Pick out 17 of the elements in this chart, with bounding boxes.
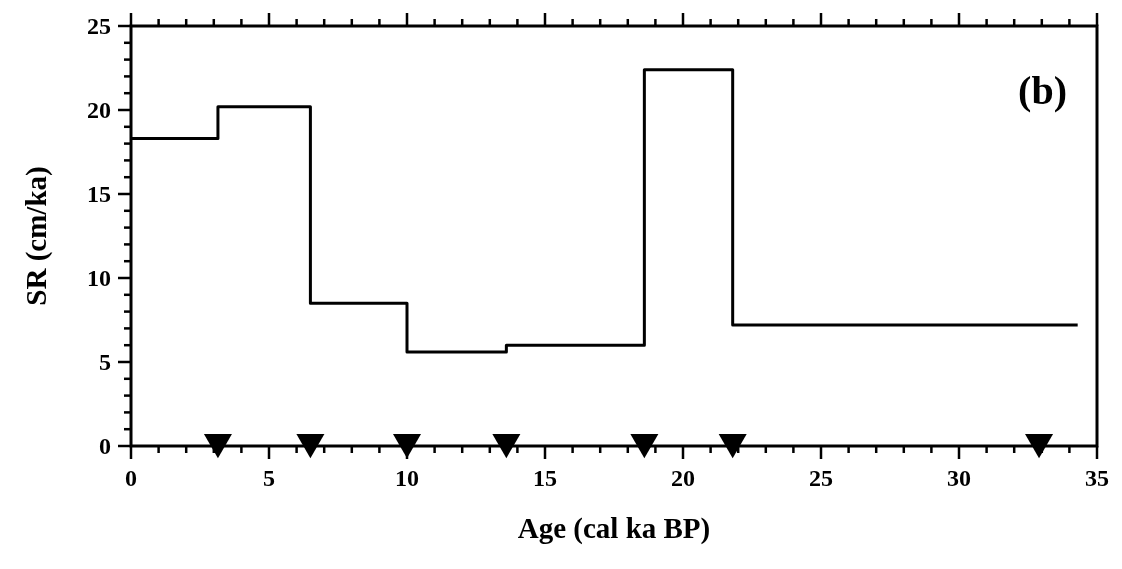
x-tick-label: 25 xyxy=(809,465,833,491)
annotation: (b) xyxy=(1018,68,1067,113)
y-tick-label: 10 xyxy=(87,265,111,292)
y-tick-label: 15 xyxy=(87,181,111,208)
x-tick-label: 20 xyxy=(671,465,695,491)
x-axis-title: Age (cal ka BP) xyxy=(517,512,711,545)
x-tick-label: 30 xyxy=(947,465,971,491)
x-tick-label: 0 xyxy=(125,465,137,491)
y-tick-label: 0 xyxy=(99,433,111,460)
y-tick-label: 5 xyxy=(99,349,111,376)
y-tick-label: 20 xyxy=(87,97,111,124)
x-tick-label: 10 xyxy=(395,465,419,491)
y-tick-label: 25 xyxy=(87,13,111,40)
x-tick-label: 35 xyxy=(1085,465,1109,491)
x-tick-label: 15 xyxy=(533,465,557,491)
x-tick-label: 5 xyxy=(263,465,275,491)
y-axis-title: SR (cm/ka) xyxy=(20,166,53,306)
